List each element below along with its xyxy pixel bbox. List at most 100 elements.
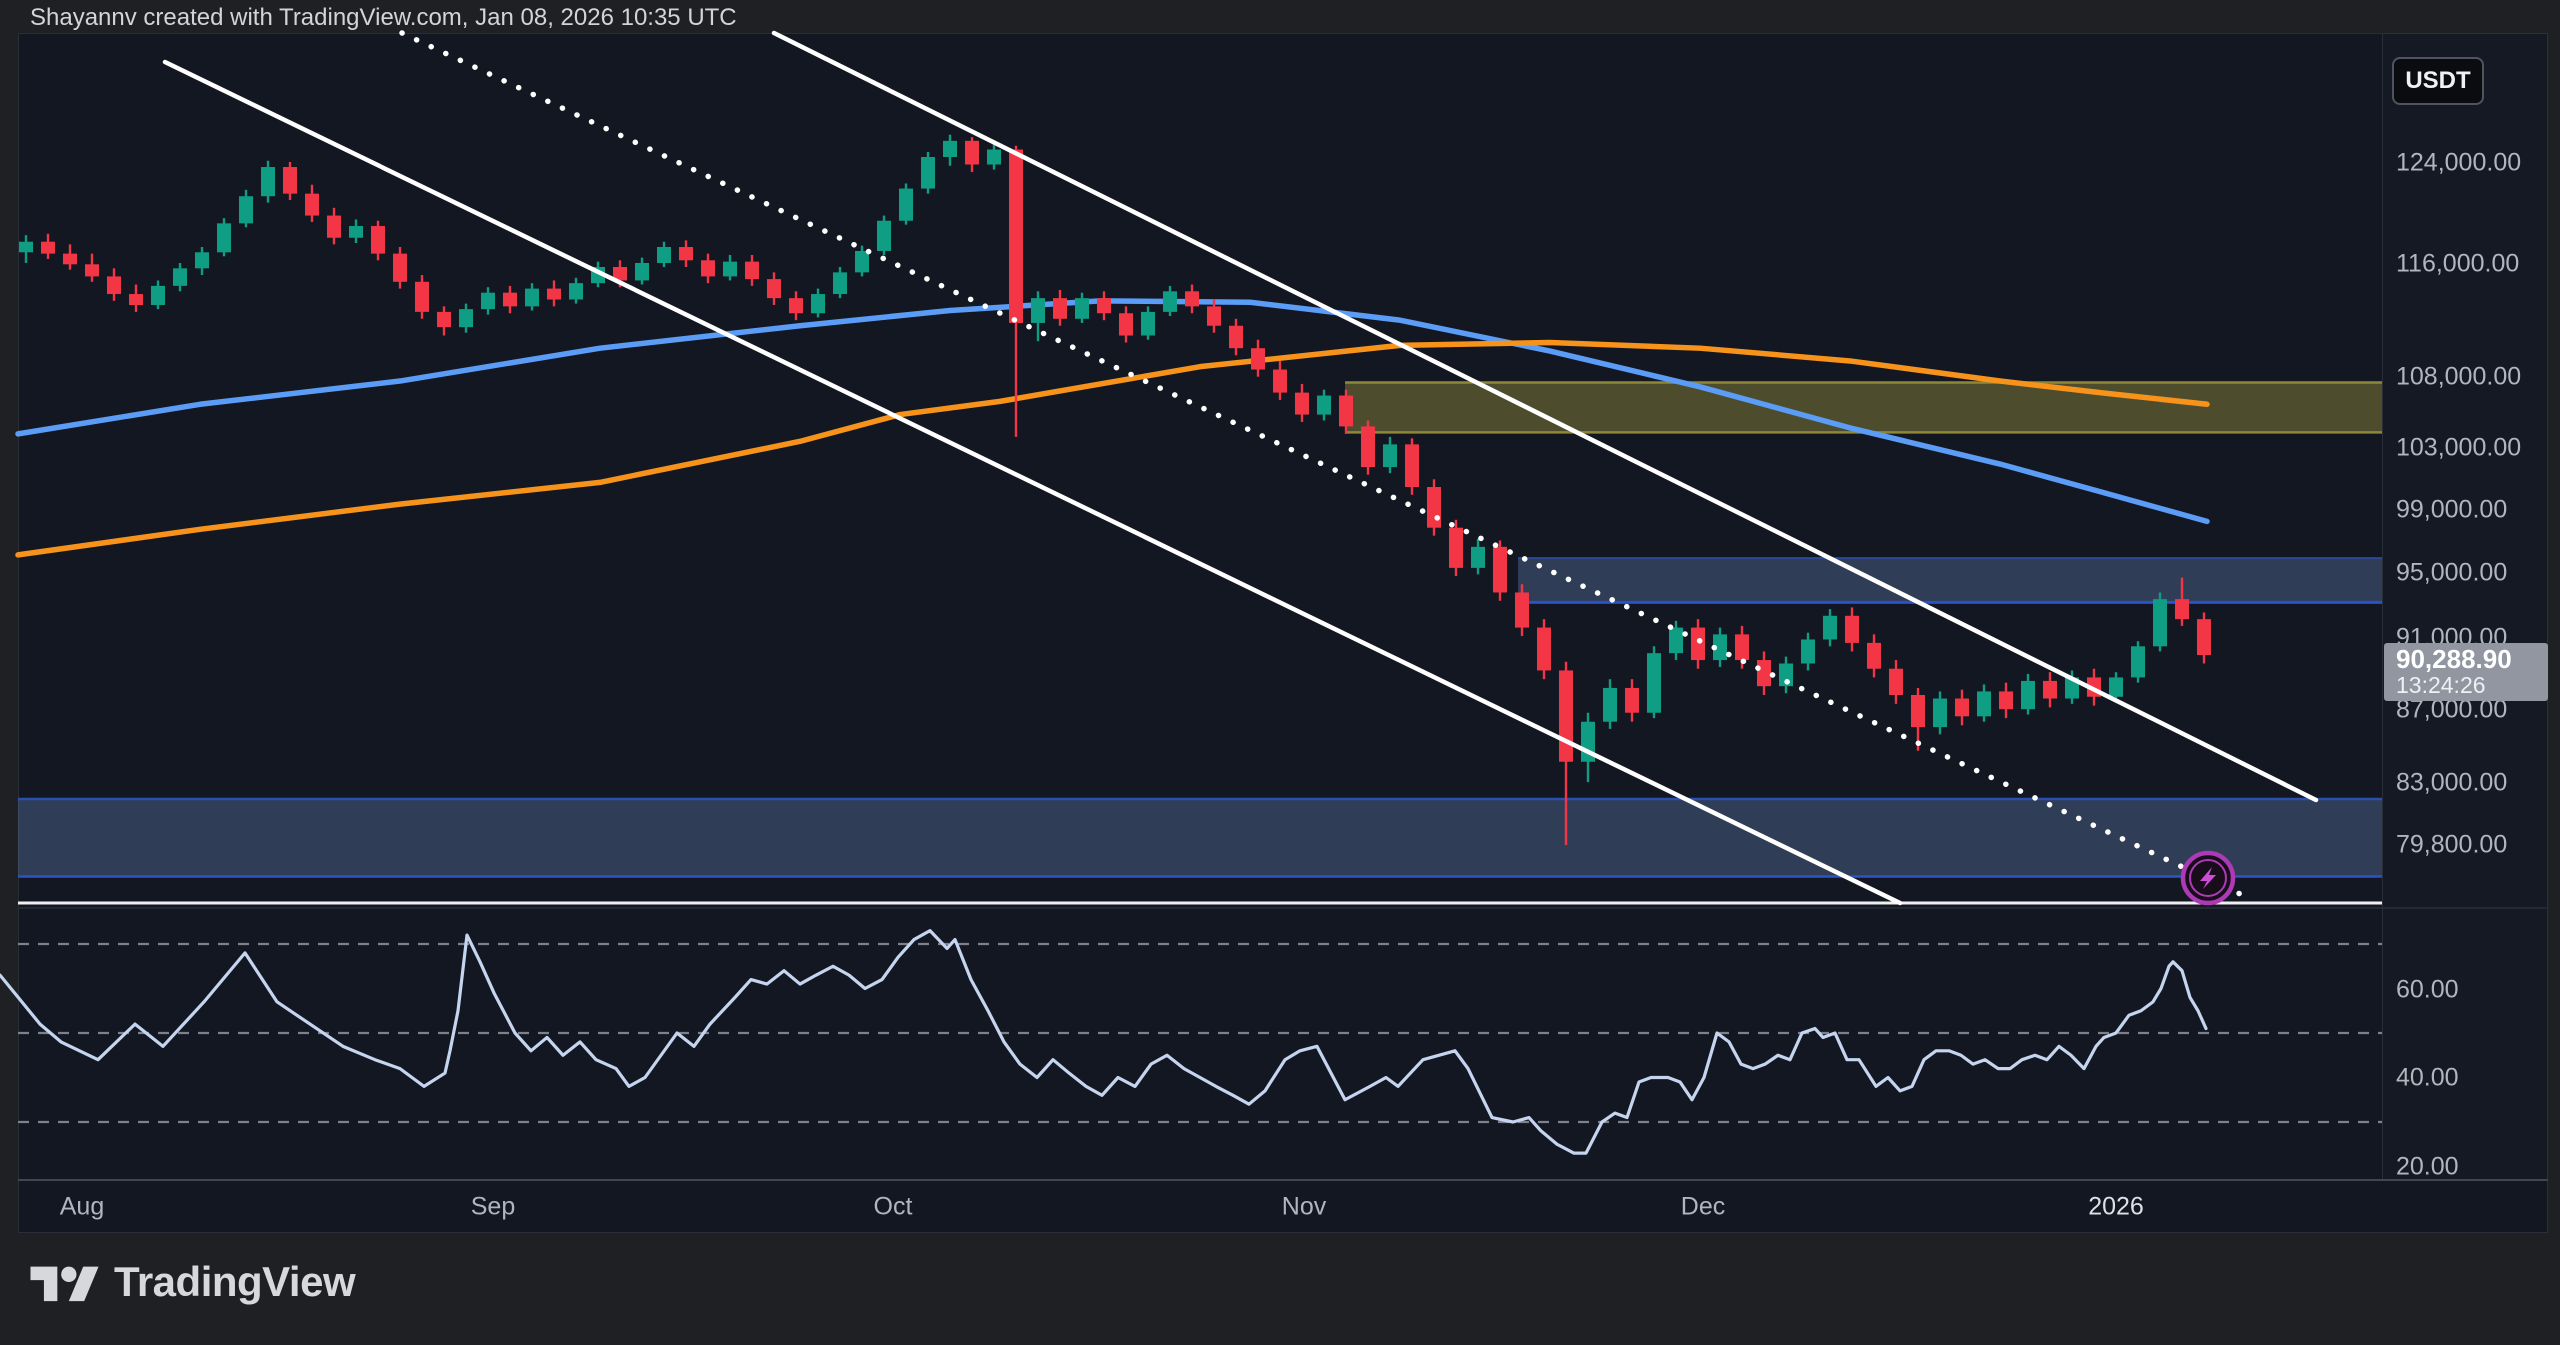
candle bbox=[2043, 672, 2057, 708]
candle bbox=[1207, 299, 1221, 333]
price-axis-label: 103,000.00 bbox=[2396, 433, 2522, 462]
candle bbox=[1163, 285, 1177, 317]
price-axis-label: 124,000.00 bbox=[2396, 148, 2522, 177]
candle bbox=[1427, 479, 1441, 536]
price-axis-label: 83,000.00 bbox=[2396, 768, 2508, 797]
candle bbox=[1141, 306, 1155, 340]
candle bbox=[1625, 679, 1639, 722]
candle bbox=[745, 254, 759, 286]
rsi-axis-label: 40.00 bbox=[2396, 1063, 2459, 1092]
price-axis-pane[interactable] bbox=[2382, 33, 2549, 1180]
candle bbox=[305, 184, 319, 223]
candle bbox=[2175, 577, 2189, 626]
time-axis-label: Oct bbox=[873, 1192, 913, 1221]
candle bbox=[1229, 318, 1243, 356]
candle bbox=[811, 288, 825, 318]
candle bbox=[1317, 389, 1331, 421]
candle bbox=[2153, 592, 2167, 652]
candle bbox=[789, 291, 803, 321]
lightning-marker-icon[interactable] bbox=[2180, 850, 2236, 906]
candle bbox=[41, 233, 55, 259]
candle bbox=[679, 240, 693, 267]
time-axis-label: Aug bbox=[59, 1192, 105, 1221]
candle bbox=[965, 137, 979, 173]
rsi-axis-label: 20.00 bbox=[2396, 1152, 2459, 1181]
candle bbox=[217, 218, 231, 257]
candle bbox=[1911, 687, 1925, 751]
time-axis-label: Nov bbox=[1281, 1192, 1327, 1221]
time-axis-label: 2026 bbox=[2088, 1192, 2144, 1221]
candle bbox=[1053, 289, 1067, 326]
candle bbox=[437, 306, 451, 336]
channel-upper-trendline[interactable] bbox=[771, 30, 2319, 803]
channel-lower-trendline[interactable] bbox=[162, 59, 1903, 906]
candle bbox=[2021, 673, 2035, 715]
candle bbox=[1449, 519, 1463, 577]
candle bbox=[723, 254, 737, 281]
tradingview-logo-icon bbox=[30, 1266, 99, 1302]
rsi-axis-label: 60.00 bbox=[2396, 975, 2459, 1004]
support-zone-80k[interactable] bbox=[18, 799, 2382, 877]
tradingview-wordmark: TradingView bbox=[114, 1258, 356, 1305]
candle bbox=[987, 144, 1001, 170]
candle bbox=[19, 235, 33, 263]
resistance-zone-olive[interactable] bbox=[1345, 382, 2382, 433]
last-price-label[interactable]: 90,288.90 13:24:26 bbox=[2384, 643, 2548, 701]
candle bbox=[701, 253, 715, 284]
candle bbox=[1779, 656, 1793, 694]
candle bbox=[1383, 436, 1397, 474]
candle bbox=[195, 247, 209, 276]
candle bbox=[1009, 145, 1023, 437]
candle bbox=[2197, 612, 2211, 664]
candle bbox=[767, 272, 781, 305]
candle bbox=[239, 189, 253, 228]
candle bbox=[371, 220, 385, 261]
time-axis-label: Dec bbox=[1680, 1192, 1726, 1221]
candle bbox=[1867, 634, 1881, 678]
price-axis-label: 99,000.00 bbox=[2396, 495, 2508, 524]
candle bbox=[1185, 284, 1199, 314]
currency-badge[interactable]: USDT bbox=[2392, 57, 2484, 105]
candle bbox=[657, 241, 671, 267]
candle bbox=[2109, 672, 2123, 703]
price-axis-label: 95,000.00 bbox=[2396, 558, 2508, 587]
chart-attribution-title: Shayannv created with TradingView.com, J… bbox=[30, 4, 737, 31]
candle bbox=[1823, 609, 1837, 647]
candle bbox=[635, 257, 649, 285]
candle bbox=[1339, 389, 1353, 434]
candle bbox=[261, 160, 275, 203]
candle bbox=[1031, 291, 1045, 342]
candle bbox=[1691, 619, 1705, 669]
candle bbox=[569, 277, 583, 304]
candle bbox=[1493, 540, 1507, 601]
candle bbox=[547, 280, 561, 307]
candle bbox=[833, 266, 847, 299]
candle bbox=[2131, 641, 2145, 683]
candle-countdown: 13:24:26 bbox=[2396, 672, 2486, 698]
supply-zone-95k[interactable] bbox=[1518, 558, 2382, 603]
candle bbox=[1955, 689, 1969, 726]
candle bbox=[1515, 584, 1529, 637]
candle bbox=[415, 275, 429, 319]
candle bbox=[1295, 383, 1309, 422]
candle bbox=[877, 215, 891, 255]
candle bbox=[481, 287, 495, 315]
candle bbox=[151, 280, 165, 310]
candle bbox=[459, 303, 473, 333]
candle bbox=[1097, 291, 1111, 321]
candle bbox=[349, 219, 363, 244]
candle bbox=[393, 247, 407, 289]
candle bbox=[1845, 607, 1859, 652]
candle bbox=[1933, 691, 1947, 735]
price-axis-label: 108,000.00 bbox=[2396, 362, 2522, 391]
candle bbox=[1075, 292, 1089, 323]
candle bbox=[1119, 306, 1133, 343]
candle bbox=[1273, 360, 1287, 400]
candle bbox=[921, 152, 935, 194]
candle bbox=[1757, 651, 1771, 695]
candle bbox=[107, 268, 121, 301]
candle bbox=[283, 162, 297, 201]
candle bbox=[1603, 679, 1617, 729]
channel-median-dotted-line[interactable] bbox=[399, 30, 2256, 903]
